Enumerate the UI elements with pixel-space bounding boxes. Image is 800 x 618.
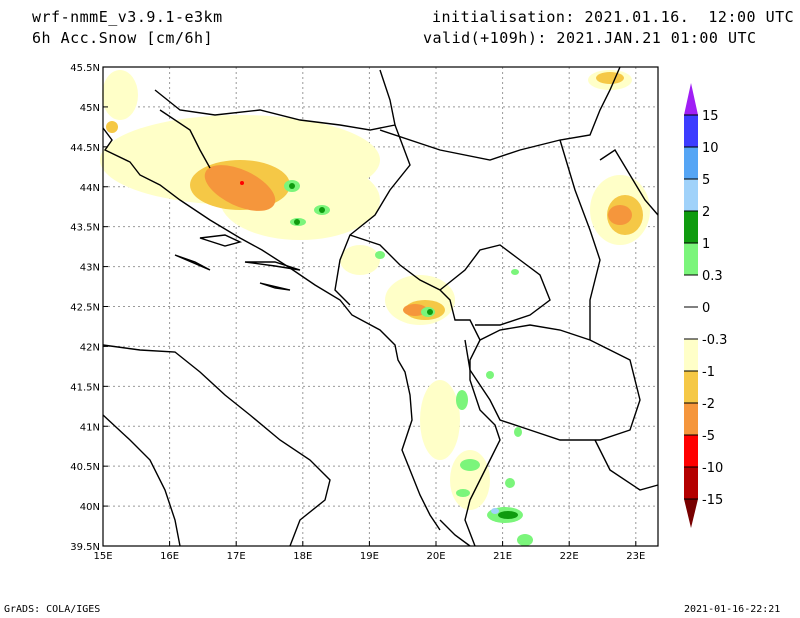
lat-label: 42.5N [70, 303, 100, 314]
lat-label: 40N [80, 502, 100, 513]
colorbar-segment [684, 243, 698, 275]
colorbar-segment [684, 467, 698, 499]
colorbar-label: -0.3 [702, 333, 727, 348]
lat-label: 41.5N [70, 382, 100, 393]
colorbar-segment [684, 211, 698, 243]
colorbar-label: 1 [702, 237, 710, 252]
render-timestamp: 2021-01-16-22:21 [684, 604, 781, 615]
colorbar-label: 0 [702, 301, 710, 316]
initialisation-time: initialisation: 2021.01.16. 12:00 UTC [432, 8, 795, 26]
lon-label: 16E [160, 551, 179, 562]
model-name: wrf-nmmE_v3.9.1-e3km [32, 8, 223, 26]
colorbar-label: -1 [702, 365, 715, 380]
lat-label: 41N [80, 422, 100, 433]
colorbar-label: -10 [702, 461, 723, 476]
colorbar-segment [684, 403, 698, 435]
lat-label: 44.5N [70, 143, 100, 154]
colorbar-top-triangle [684, 83, 698, 115]
colorbar-label: -5 [702, 429, 715, 444]
coastlines-borders [102, 66, 659, 547]
lat-label: 45.5N [70, 63, 100, 74]
lat-label: 43.5N [70, 223, 100, 234]
colorbar-segment [684, 339, 698, 371]
colorbar-segment [684, 435, 698, 467]
lon-label: 15E [93, 551, 112, 562]
colorbar-label: -15 [702, 493, 723, 508]
lat-label: 45N [80, 103, 100, 114]
lon-label: 23E [626, 551, 645, 562]
lat-label: 40.5N [70, 462, 100, 473]
colorbar-segment [684, 307, 698, 339]
lon-label: 21E [493, 551, 512, 562]
variable-title: 6h Acc.Snow [cm/6h] [32, 29, 214, 47]
colorbar-segment [684, 371, 698, 403]
colorbar-label: -2 [702, 397, 715, 412]
lat-label: 44N [80, 183, 100, 194]
lon-label: 20E [426, 551, 445, 562]
lat-label: 43N [80, 263, 100, 274]
lat-label: 42N [80, 342, 100, 353]
colorbar-label: 5 [702, 173, 710, 188]
lon-label: 19E [360, 551, 379, 562]
lon-label: 18E [293, 551, 312, 562]
valid-time: valid(+109h): 2021.JAN.21 01:00 UTC [423, 29, 757, 47]
colorbar: 15 10 5 2 1 0.3 0 -0.3 -1 -2 -5 -10 -15 [684, 83, 727, 528]
snow-field [100, 70, 650, 546]
colorbar-segment [684, 115, 698, 147]
colorbar-segment [684, 147, 698, 179]
lon-label: 22E [560, 551, 579, 562]
colorbar-segment [684, 275, 698, 307]
grads-credit: GrADS: COLA/IGES [4, 604, 101, 615]
colorbar-label: 10 [702, 141, 719, 156]
colorbar-bottom-triangle [684, 499, 698, 528]
colorbar-label: 0.3 [702, 269, 723, 284]
lon-label: 17E [227, 551, 246, 562]
colorbar-label: 2 [702, 205, 710, 220]
colorbar-segment [684, 179, 698, 211]
colorbar-label: 15 [702, 109, 719, 124]
lat-label: 39.5N [70, 542, 100, 553]
axis-labels: 45.5N 45N 44.5N 44N 43.5N 43N 42.5N 42N 41.5N 41N… [70, 63, 645, 562]
